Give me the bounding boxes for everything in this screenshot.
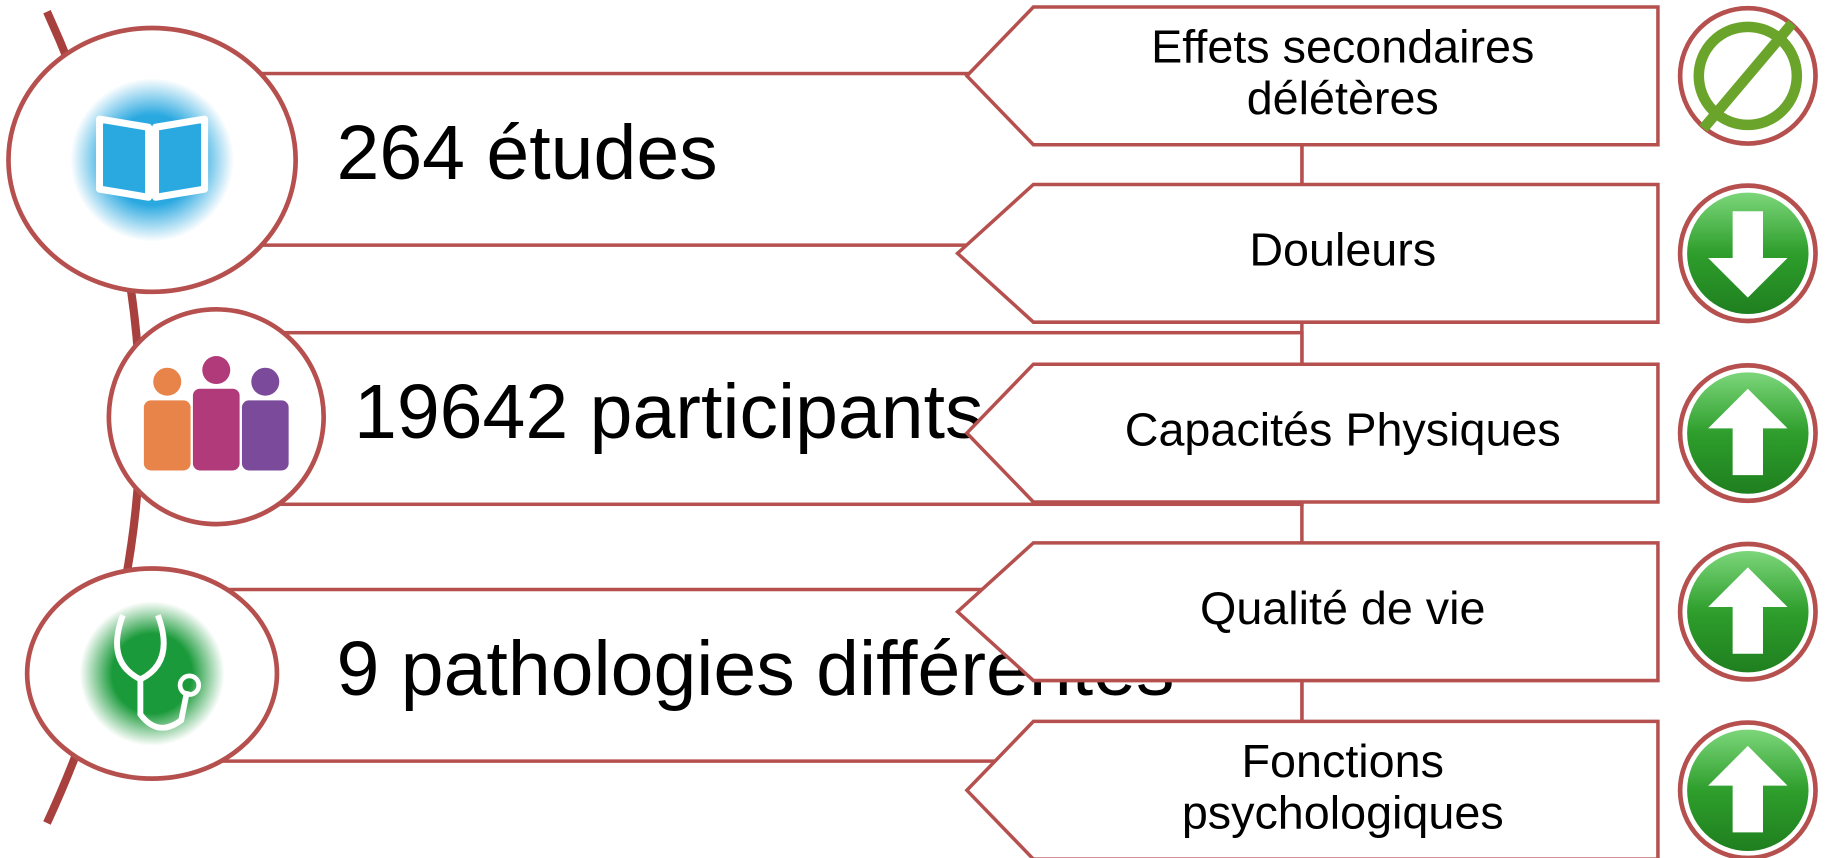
person-body (242, 400, 289, 470)
diagram: 264 études19642 participants9 pathologie… (0, 0, 1831, 858)
person-head (251, 368, 279, 396)
item-text: 19642 participants (354, 369, 984, 455)
item-text: 264 études (336, 110, 717, 196)
book-icon (100, 119, 205, 197)
person-body (193, 389, 240, 471)
effect-label: délétères (1247, 72, 1439, 124)
page: 264 études19642 participants9 pathologie… (0, 0, 1831, 858)
person-head (153, 368, 181, 396)
effect-label: Capacités Physiques (1125, 403, 1561, 455)
effect: Douleurs (958, 184, 1816, 322)
effect: Capacités Physiques (967, 364, 1816, 502)
person-body (144, 400, 191, 470)
effect-label: Effets secondaires (1151, 21, 1534, 73)
effect-label: Qualité de vie (1200, 582, 1485, 634)
effect: Qualité de vie (958, 543, 1816, 681)
effect-label: Douleurs (1249, 224, 1436, 276)
effect-label: psychologiques (1182, 786, 1504, 838)
effect-label: Fonctions (1242, 735, 1444, 787)
person-head (202, 356, 230, 384)
